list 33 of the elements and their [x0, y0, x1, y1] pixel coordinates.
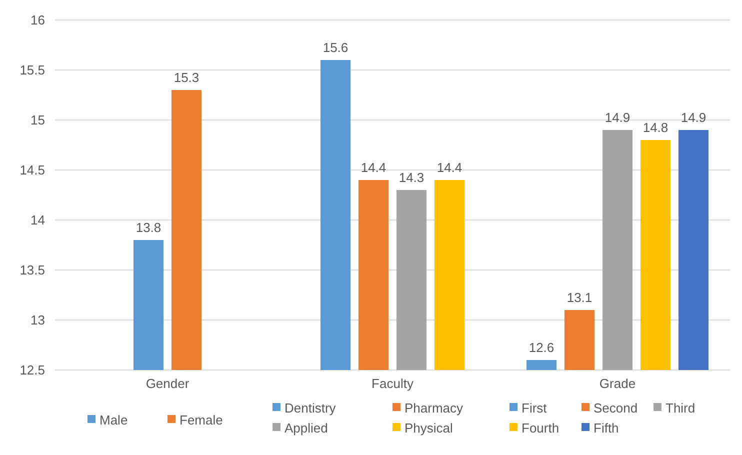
data-label: 14.9 — [604, 110, 630, 125]
data-label: 14.4 — [436, 160, 462, 175]
data-label: 15.3 — [174, 70, 200, 85]
legend-label: Physical — [404, 420, 454, 436]
data-label: 14.9 — [680, 110, 706, 125]
data-label: 14.3 — [398, 170, 424, 185]
legend-label: Applied — [284, 420, 328, 436]
legend-label: Female — [180, 412, 223, 428]
y-tick-label: 16 — [30, 12, 45, 28]
legend-label: Second — [594, 400, 638, 416]
x-tick-label: Faculty — [372, 376, 414, 391]
y-tick-label: 14 — [30, 212, 45, 228]
legend-label: First — [522, 400, 548, 416]
data-label: 13.1 — [566, 290, 592, 305]
legend-label: Third — [666, 400, 696, 416]
data-label: 12.6 — [528, 340, 554, 355]
data-label: 15.6 — [322, 40, 348, 55]
legend-label: Fifth — [594, 420, 619, 436]
data-label: 14.4 — [360, 160, 386, 175]
legend-label: Dentistry — [284, 400, 336, 416]
legend-label: Fourth — [522, 420, 560, 436]
y-tick-label: 13 — [30, 312, 45, 328]
legend-label: Male — [100, 412, 128, 428]
legend-label: Pharmacy — [404, 400, 464, 416]
data-label: 13.8 — [136, 220, 162, 235]
y-tick-label: 15.5 — [20, 62, 45, 78]
y-tick-label: 13.5 — [20, 262, 45, 278]
y-tick-label: 14.5 — [20, 162, 45, 178]
data-label: 14.8 — [642, 120, 668, 135]
y-tick-label: 12.5 — [20, 362, 45, 378]
x-tick-label: Grade — [599, 376, 636, 391]
y-tick-label: 15 — [30, 112, 45, 128]
x-tick-label: Gender — [146, 376, 190, 391]
